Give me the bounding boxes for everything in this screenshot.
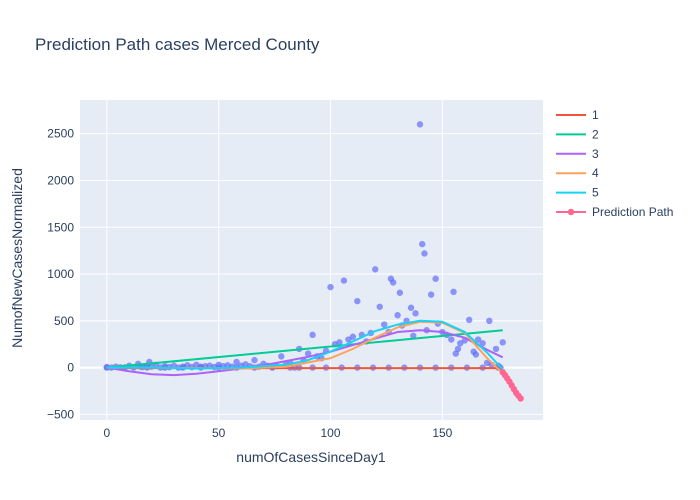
scatter-point [499, 339, 506, 346]
scatter-point [410, 332, 417, 339]
y-tick-label: 2500 [47, 127, 74, 141]
scatter-point [407, 304, 415, 311]
scatter-point [389, 279, 397, 286]
y-tick-label: 1500 [47, 220, 74, 234]
y-tick-label: 0 [67, 361, 74, 375]
scatter-point [304, 350, 312, 357]
scatter-point [251, 356, 258, 364]
scatter-point [336, 339, 343, 346]
scatter-point [394, 312, 401, 319]
scatter-point [432, 275, 439, 282]
scatter-point [421, 250, 428, 257]
scatter-point [309, 331, 316, 339]
tick-labels: 0 50 100 150 −500 0 500 1000 1500 2000 2500 [47, 127, 453, 440]
y-tick-label: 500 [54, 314, 74, 328]
scatter-point [396, 289, 404, 296]
x-tick-label: 50 [212, 426, 226, 440]
series-lines [106, 319, 524, 402]
y-tick-label: −500 [47, 407, 74, 421]
scatter-point [327, 283, 334, 291]
scatter-point [479, 340, 486, 347]
scatter-point [448, 336, 455, 343]
legend-label: 4 [592, 166, 599, 180]
legend-label: 1 [592, 108, 599, 122]
series-line-5 [106, 319, 504, 371]
legend-item-5[interactable]: 5 [556, 186, 599, 200]
scatter-point [372, 266, 379, 273]
scatter-point [354, 297, 361, 305]
plot-area [80, 100, 543, 420]
scatter-point [454, 345, 462, 353]
legend-item-3[interactable]: 3 [556, 147, 599, 161]
scatter-point [419, 240, 426, 248]
prediction-point [517, 395, 524, 402]
scatter-point [340, 277, 348, 284]
legend-label: 5 [592, 186, 599, 200]
legend-label: Prediction Path [592, 205, 673, 219]
x-tick-label: 0 [103, 426, 110, 440]
legend[interactable]: 1 2 3 4 5 Prediction Path [556, 108, 673, 219]
x-axis-title: numOfCasesSinceDay1 [236, 449, 386, 465]
legend-label: 2 [592, 127, 599, 141]
legend-marker [567, 208, 575, 216]
legend-item-1[interactable]: 1 [556, 108, 599, 122]
scatter-point [233, 358, 240, 366]
x-tick-label: 150 [432, 426, 452, 440]
legend-item-prediction-path[interactable]: Prediction Path [556, 205, 673, 219]
legend-label: 3 [592, 147, 599, 161]
scatter-point [474, 336, 482, 343]
y-axis-title: NumofNewCasesNormalized [9, 168, 25, 348]
scatter-point [380, 321, 388, 328]
legend-item-2[interactable]: 2 [556, 127, 599, 141]
series-line-2 [106, 329, 503, 369]
series-line-3 [106, 329, 504, 377]
scatter-point [486, 317, 493, 325]
scatter-point [492, 345, 500, 353]
scatter-point [416, 121, 424, 128]
scatter-point [412, 310, 419, 317]
y-tick-label: 2000 [47, 173, 74, 187]
y-tick-label: 1000 [47, 267, 74, 281]
legend-item-4[interactable]: 4 [556, 166, 599, 180]
x-tick-label: 100 [320, 426, 340, 440]
scatter-point [427, 291, 435, 298]
scatter-point [465, 316, 473, 324]
scatter-point [472, 351, 480, 358]
scatter-point [349, 333, 357, 340]
scatter-point [376, 303, 383, 310]
chart-title: Prediction Path cases Merced County [35, 35, 320, 54]
scatter-point [450, 288, 457, 296]
scatter-point [278, 353, 285, 360]
